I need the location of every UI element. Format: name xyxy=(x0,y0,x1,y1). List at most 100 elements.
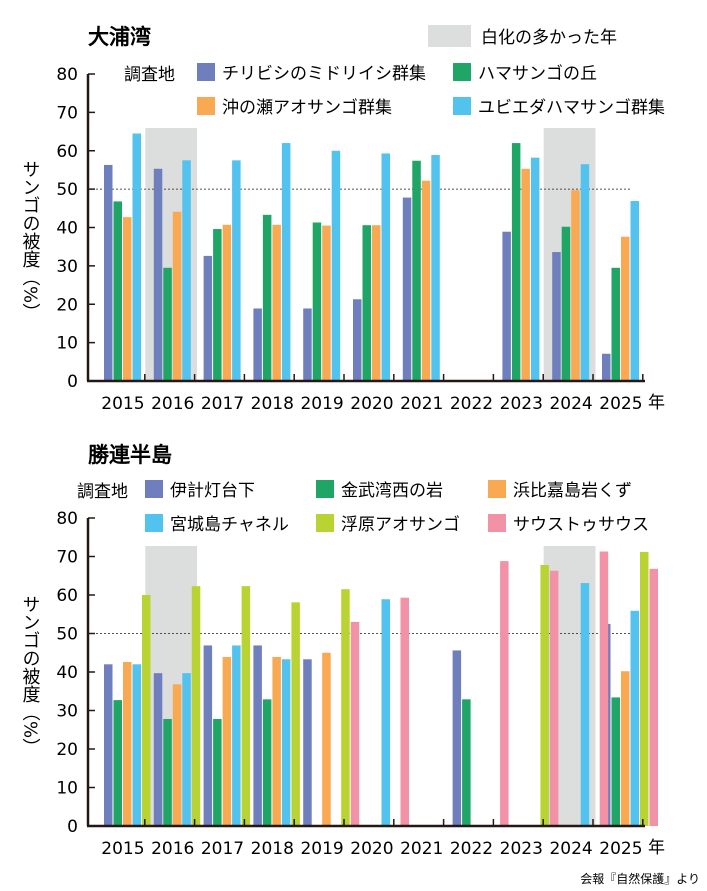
bar-s0-2015 xyxy=(104,664,113,826)
bar-s5-2025 xyxy=(649,568,658,826)
y-tick-label: 80 xyxy=(56,509,78,529)
bar-s0-2024 xyxy=(552,252,561,381)
legend-swatch xyxy=(488,480,506,498)
bar-s2-2015 xyxy=(123,661,132,826)
bar-s0-2015 xyxy=(104,164,113,381)
bar-s2-2018 xyxy=(272,656,281,826)
bar-s3-2019 xyxy=(331,150,341,381)
bar-s1-2022 xyxy=(462,699,471,826)
bar-s2-2019 xyxy=(322,225,331,381)
bar-s5-2020 xyxy=(400,597,409,826)
bar-s3-2018 xyxy=(281,659,291,826)
legend-title: 調査地 xyxy=(77,482,128,502)
bar-s5-2022 xyxy=(500,561,509,826)
x-tick-label: 2020 xyxy=(350,394,393,414)
bar-s0-2017 xyxy=(203,645,213,826)
bar-s3-2016 xyxy=(182,160,191,381)
bar-s2-2016 xyxy=(172,211,182,381)
bar-s3-2025 xyxy=(630,201,639,381)
y-tick-label: 20 xyxy=(56,295,78,315)
bar-s0-2018 xyxy=(253,645,262,826)
x-tick-label: 2017 xyxy=(201,394,244,414)
bar-s1-2020 xyxy=(362,225,371,381)
legend-swatch xyxy=(197,63,215,81)
bar-s2-2017 xyxy=(222,224,232,381)
legend-swatch xyxy=(145,514,163,532)
x-tick-label: 2024 xyxy=(549,394,592,414)
bar-s4-2025 xyxy=(640,551,649,826)
legend-label: ハマサンゴの丘 xyxy=(478,63,597,84)
bar-s3-2023 xyxy=(530,157,540,381)
bar-s3-2015 xyxy=(132,133,141,381)
x-tick-label: 2017 xyxy=(201,839,244,859)
bar-s4-2023 xyxy=(540,564,549,826)
bar-s3-2015 xyxy=(132,664,141,826)
bar-s0-2019 xyxy=(303,308,312,381)
bar-s1-2015 xyxy=(113,700,122,826)
legend-label: 伊計灯台下 xyxy=(170,481,255,501)
bar-s1-2016 xyxy=(163,267,172,381)
legend-label: ユビエダハマサンゴ群集 xyxy=(478,97,665,118)
bar-s3-2020 xyxy=(381,599,390,826)
y-tick-label: 10 xyxy=(56,779,78,799)
bar-s1-2023 xyxy=(511,143,521,381)
x-tick-label: 2021 xyxy=(400,394,443,414)
bar-s0-2025 xyxy=(602,353,611,381)
legend-swatch xyxy=(316,480,334,498)
legend-title: 調査地 xyxy=(124,65,175,85)
y-tick-label: 30 xyxy=(56,257,78,277)
x-tick-label: 2021 xyxy=(400,839,443,859)
bar-s2-2016 xyxy=(172,684,182,826)
legend-label: 浜比嘉島岩くず xyxy=(513,481,632,501)
x-tick-label: 2023 xyxy=(500,394,543,414)
y-tick-label: 50 xyxy=(56,180,78,200)
legend-label: 宮城島チャネル xyxy=(170,515,289,535)
bar-s1-2025 xyxy=(611,267,620,381)
bar-s1-2017 xyxy=(213,718,222,826)
bar-s0-2019 xyxy=(303,659,312,826)
legend-swatch xyxy=(488,514,506,532)
bleaching-legend-swatch xyxy=(428,25,471,47)
y-tick-label: 80 xyxy=(56,65,78,85)
bar-s1-2015 xyxy=(113,201,122,381)
bar-s3-2017 xyxy=(232,645,241,826)
bar-s2-2023 xyxy=(521,168,530,381)
x-tick-label: 2016 xyxy=(151,394,194,414)
bar-s1-2018 xyxy=(262,699,272,826)
x-tick-label: 2018 xyxy=(251,839,294,859)
bar-s1-2024 xyxy=(561,226,571,381)
bar-s3-2025 xyxy=(630,610,639,826)
bar-s4-2018 xyxy=(291,602,300,826)
bar-s5-2024 xyxy=(599,551,609,826)
x-tick-label: 2016 xyxy=(151,839,194,859)
y-tick-label: 0 xyxy=(67,372,78,392)
bar-s2-2025 xyxy=(621,236,630,381)
year-suffix: 年 xyxy=(648,393,665,413)
bar-s0-2016 xyxy=(153,673,163,826)
x-tick-label: 2020 xyxy=(350,839,393,859)
bar-s2-2024 xyxy=(571,190,580,381)
bar-s0-2017 xyxy=(203,255,213,381)
legend-swatch xyxy=(453,97,471,115)
bar-s5-2019 xyxy=(350,621,360,826)
y-tick-label: 20 xyxy=(56,740,78,760)
bar-s1-2016 xyxy=(163,718,172,826)
bar-s2-2021 xyxy=(421,180,431,381)
oura-bay-panel: 大浦湾 白化の多かった年 調査地 チリビシのミドリイシ群集 ハマサンゴの丘沖の瀬ア… xyxy=(20,25,665,414)
y-tick-label: 10 xyxy=(56,334,78,354)
y-tick-label: 50 xyxy=(56,625,78,645)
bar-s3-2024 xyxy=(580,164,590,381)
bar-s3-2017 xyxy=(232,160,241,381)
bar-s2-2018 xyxy=(272,224,281,381)
legend-label: チリビシのミドリイシ群集 xyxy=(222,64,426,84)
bar-s1-2018 xyxy=(262,214,272,381)
bar-s1-2021 xyxy=(412,160,421,381)
y-axis-label: サンゴの被度（%） xyxy=(20,595,41,756)
bar-s0-2023 xyxy=(502,231,511,381)
x-tick-label: 2018 xyxy=(251,394,294,414)
x-tick-label: 2023 xyxy=(500,839,543,859)
